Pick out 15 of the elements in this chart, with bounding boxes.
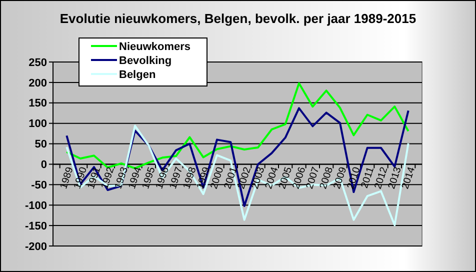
x-tick-label: 2014 bbox=[400, 165, 418, 190]
y-tick-label: -50 bbox=[31, 180, 47, 192]
legend-label: Belgen bbox=[119, 68, 156, 81]
y-tick-label: 250 bbox=[28, 56, 47, 69]
y-tick-label: 150 bbox=[28, 98, 47, 110]
y-tick-label: -100 bbox=[24, 200, 47, 212]
y-tick-label: 0 bbox=[40, 159, 47, 172]
legend-label: Bevolking bbox=[119, 54, 172, 67]
y-tick-label: 200 bbox=[28, 77, 47, 90]
y-tick-label: -150 bbox=[24, 220, 47, 232]
y-tick-label: -200 bbox=[24, 240, 47, 253]
y-tick-label: 100 bbox=[28, 118, 47, 130]
legend-label: Nieuwkomers bbox=[119, 40, 191, 53]
chart-title: Evolutie nieuwkomers, Belgen, bevolk. per jaar 1989-2015 bbox=[60, 11, 416, 26]
y-tick-label: 50 bbox=[34, 138, 47, 151]
